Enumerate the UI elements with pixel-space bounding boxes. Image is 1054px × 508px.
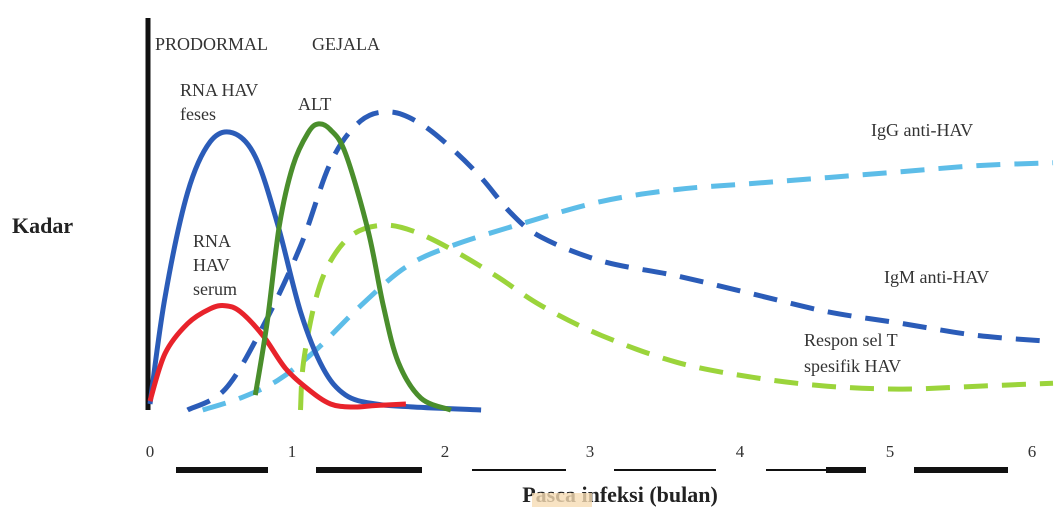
annotation-line: Respon sel T [804,330,898,350]
series-respon-sel-t-spesifik-hav-line [298,222,1054,411]
annotation-line: serum [193,279,237,299]
annotation-line: IgG anti-HAV [871,120,973,140]
annotation-line: HAV [193,255,230,275]
annotation-line: spesifik HAV [804,356,901,376]
x-tick-label-2: 2 [441,442,450,461]
phase-label-gejala: GEJALA [312,34,380,54]
annotation-line: feses [180,104,216,124]
timeline-segment [826,467,866,473]
phase-label-prodormal: PRODORMAL [155,34,268,54]
x-tick-label-6: 6 [1028,442,1037,461]
timeline-segment [614,469,716,471]
annotation-alt: ALT [298,94,331,114]
timeline-segment [176,467,268,473]
series-alt-line [252,121,452,413]
y-axis-label: Kadar [12,213,73,238]
annotation-line: ALT [298,94,331,114]
annotation-line: IgM anti-HAV [884,267,989,287]
x-tick-label-4: 4 [736,442,745,461]
series-igm-anti-hav-line [186,109,1054,413]
timeline-segment [316,467,422,473]
labels-layer: PRODORMAL GEJALA RNA HAV feses ALT RNA HAV seru… [12,34,989,507]
series-rna-hav-serum-line [147,303,407,410]
curves-layer [145,18,1054,413]
timeline-segment [914,467,1008,473]
series-igg-anti-hav-line [201,160,1054,413]
x-tick-label-5: 5 [886,442,895,461]
annotation-rna-hav-feses: RNA HAV feses [180,80,258,124]
annotation-igm-anti-hav: IgM anti-HAV [884,267,989,287]
x-tick-label-1: 1 [288,442,297,461]
annotation-respon-sel-t-spesifik-hav: Respon sel T spesifik HAV [804,330,901,376]
x-tick-label-0: 0 [146,442,155,461]
ticks-layer: 0 1 2 3 4 5 6 [146,442,1037,507]
x-tick-label-3: 3 [586,442,595,461]
annotation-line: RNA HAV [180,80,258,100]
x-label-highlight [532,493,592,507]
annotation-rna-hav-serum: RNA HAV serum [193,231,237,299]
annotation-igg-anti-hav: IgG anti-HAV [871,120,973,140]
timeline-segment [472,469,566,471]
annotation-line: RNA [193,231,231,251]
timeline-segment [766,469,826,471]
